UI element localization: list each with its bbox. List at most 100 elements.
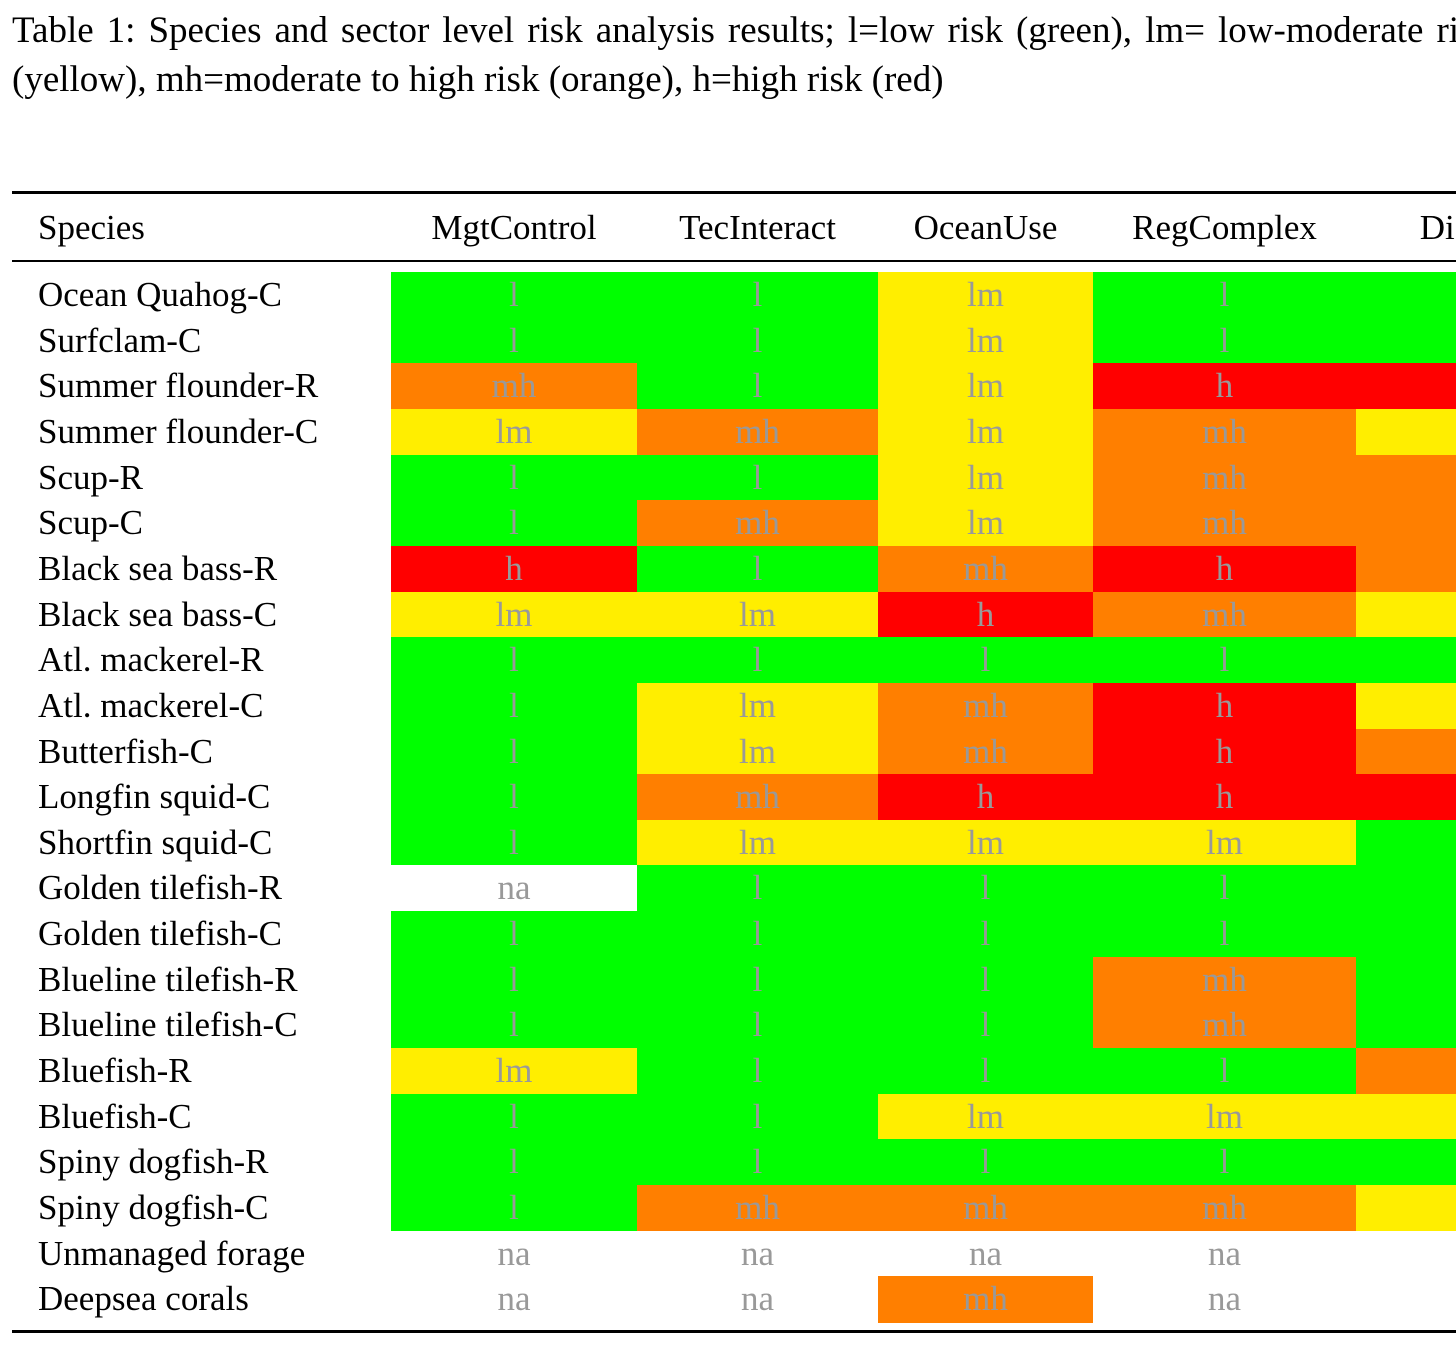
risk-cell: na <box>637 1276 878 1323</box>
risk-cell: lm <box>1093 1093 1356 1140</box>
risk-cell: l <box>878 1048 1093 1095</box>
risk-cell: lm <box>1356 682 1456 730</box>
risk-cell: l <box>637 911 878 958</box>
risk-cell: l <box>637 317 878 364</box>
risk-cell: l <box>391 500 637 547</box>
risk-cell: mh <box>1356 1048 1456 1095</box>
risk-cell: h <box>1356 774 1456 821</box>
risk-cell: lm <box>878 317 1093 364</box>
risk-cell: mh <box>391 363 637 410</box>
risk-cell: l <box>391 728 637 775</box>
risk-cell: lm <box>637 819 878 867</box>
species-name: Bluefish-R <box>38 1051 192 1091</box>
species-name: Bluefish-C <box>38 1096 192 1136</box>
risk-cell: na <box>391 1230 637 1277</box>
risk-cell: na <box>637 1230 878 1277</box>
species-name: Blueline tilefish-R <box>38 959 298 999</box>
risk-cell: l <box>391 272 637 319</box>
risk-cell: l <box>878 637 1093 684</box>
risk-cell: l <box>1093 1139 1356 1186</box>
risk-cell: l <box>1356 317 1456 364</box>
risk-cell: lm <box>391 408 637 456</box>
risk-cell: l <box>1356 865 1456 912</box>
species-name: Summer flounder-C <box>38 411 319 451</box>
risk-cell: mh <box>1093 591 1356 638</box>
risk-cell: lm <box>1356 408 1456 456</box>
species-name: Black sea bass-R <box>38 548 278 588</box>
risk-cell: lm <box>878 454 1093 501</box>
risk-cell: l <box>391 637 637 684</box>
risk-cell: h <box>878 591 1093 638</box>
risk-cell: l <box>878 865 1093 912</box>
species-name: Longfin squid-C <box>38 777 271 817</box>
risk-cell: l <box>637 454 878 501</box>
risk-cell: lm <box>1356 1185 1456 1232</box>
risk-cell: l <box>1356 956 1456 1003</box>
header-cell: OceanUse <box>913 208 1058 247</box>
header-cell: MgtControl <box>431 208 597 247</box>
risk-cell: h <box>1093 363 1356 410</box>
header-cell: RegComplex <box>1132 208 1317 247</box>
species-name: Scup-C <box>38 503 143 543</box>
risk-cell: lm <box>1356 1093 1456 1140</box>
risk-cell: mh <box>1093 454 1356 501</box>
risk-cell: lm <box>878 363 1093 410</box>
risk-cell: lm <box>878 500 1093 547</box>
risk-cell: mh <box>1356 545 1456 593</box>
risk-cell: mh <box>1356 728 1456 775</box>
caption: Table 1: Species and sector level risk a… <box>12 10 1456 100</box>
risk-cell: l <box>637 1002 878 1049</box>
mid-rule <box>12 260 1456 262</box>
risk-cell: mh <box>1356 500 1456 547</box>
risk-cell: mh <box>637 408 878 456</box>
risk-cell: l <box>637 865 878 912</box>
species-name: Unmanaged forage <box>38 1233 306 1273</box>
risk-cell: lm <box>878 819 1093 867</box>
bottom-rule <box>12 1330 1456 1333</box>
risk-cell: l <box>391 774 637 821</box>
species-name: Spiny dogfish-C <box>38 1188 269 1227</box>
risk-cell: mh <box>878 728 1093 775</box>
species-name: Ocean Quahog-C <box>38 275 282 314</box>
species-name: Scup-R <box>38 457 143 497</box>
species-name: Golden tilefish-R <box>38 868 282 908</box>
header-cell: TecInteract <box>679 208 836 247</box>
risk-cell: h <box>1093 774 1356 821</box>
risk-cell: h <box>878 774 1093 821</box>
risk-cell: l <box>878 956 1093 1003</box>
risk-cell: l <box>391 454 637 501</box>
risk-cell: lm <box>878 272 1093 319</box>
risk-cell: mh <box>637 774 878 821</box>
risk-cell: h <box>1093 728 1356 775</box>
species-name: Shortfin squid-C <box>38 822 273 862</box>
risk-cell: h <box>1093 545 1356 593</box>
risk-cell: lm <box>878 408 1093 456</box>
risk-cell: l <box>391 317 637 364</box>
risk-cell: l <box>391 1002 637 1049</box>
risk-cell: mh <box>637 1185 878 1232</box>
risk-cell: l <box>1093 1048 1356 1095</box>
risk-cell: l <box>391 819 637 867</box>
risk-cell: mh <box>1093 1185 1356 1232</box>
risk-cell: l <box>1093 272 1356 319</box>
risk-cell: l <box>637 956 878 1003</box>
risk-cell: mh <box>878 545 1093 593</box>
risk-cell: na <box>878 1230 1093 1277</box>
risk-cell: l <box>391 911 637 958</box>
species-name: Blueline tilefish-C <box>38 1005 298 1045</box>
risk-cell: h <box>1093 682 1356 730</box>
risk-cell: l <box>637 363 878 410</box>
top-rule <box>12 191 1456 194</box>
species-name: Atl. mackerel-C <box>38 685 264 725</box>
risk-cell: l <box>1356 272 1456 319</box>
risk-cell: l <box>1356 819 1456 867</box>
risk-cell: mh <box>878 682 1093 730</box>
risk-cell: l <box>1093 637 1356 684</box>
risk-cell: mh <box>1093 500 1356 547</box>
risk-cell: l <box>878 1002 1093 1049</box>
risk-cell: l <box>637 637 878 684</box>
risk-cell: l <box>1093 911 1356 958</box>
risk-cell: l <box>1356 1002 1456 1049</box>
risk-cell: l <box>391 682 637 730</box>
